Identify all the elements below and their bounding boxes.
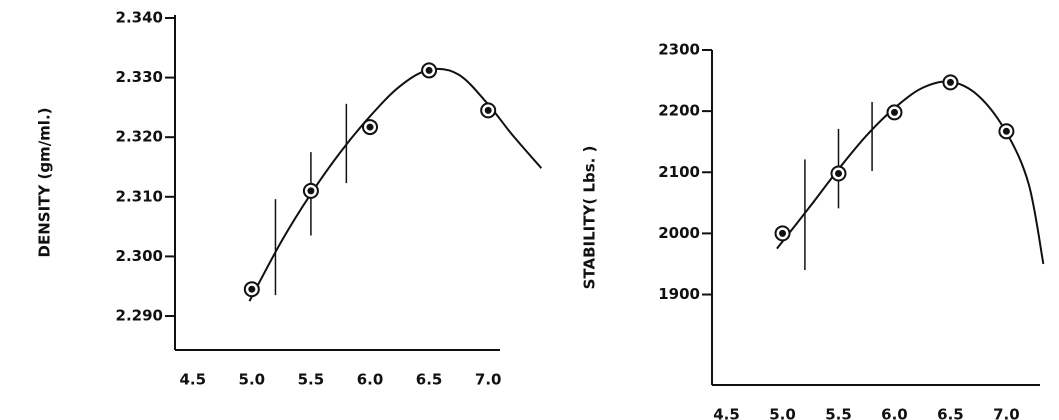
x-tick-label: 5.5 [298,371,325,389]
y-tick-label: 1900 [658,285,700,303]
x-tick-label: 4.5 [179,371,206,389]
y-tick-label: 2100 [658,163,700,181]
data-point-center [307,187,315,195]
data-point-center [834,169,842,177]
data-point-center [890,108,898,116]
y-tick-label: 2.300 [116,247,163,265]
x-tick-label: 6.0 [881,406,908,420]
fitted-curve [248,67,543,302]
y-tick-label: 2.290 [116,307,163,325]
x-tick-label: 4.5 [713,406,740,420]
x-tick-label: 6.0 [357,371,384,389]
data-point-center [484,106,492,114]
y-tick-label: 2300 [658,41,700,59]
x-tick-label: 5.5 [825,406,852,420]
data-point-center [366,123,374,131]
data-point-center [779,229,787,237]
y-tick-label: 2.330 [116,68,163,86]
data-point-center [1002,127,1010,135]
data-point-center [248,285,256,293]
x-tick-label: 5.0 [769,406,796,420]
y-tick-label: 2200 [658,102,700,120]
y-axis-label: STABILITY( Lbs. ) [581,146,599,290]
y-tick-label: 2000 [658,224,700,242]
fitted-curve [776,80,1045,265]
y-tick-label: 2.310 [116,187,163,205]
data-point-center [946,78,954,86]
x-tick-label: 5.0 [239,371,266,389]
data-point-center [425,66,433,74]
y-tick-label: 2.340 [116,8,163,26]
x-tick-label: 6.5 [416,371,443,389]
y-tick-label: 2.320 [116,128,163,146]
x-tick-label: 6.5 [937,406,964,420]
y-axis-label: DENSITY (gm/ml.) [36,108,54,258]
x-tick-label: 7.0 [993,406,1020,420]
x-tick-label: 7.0 [475,371,502,389]
